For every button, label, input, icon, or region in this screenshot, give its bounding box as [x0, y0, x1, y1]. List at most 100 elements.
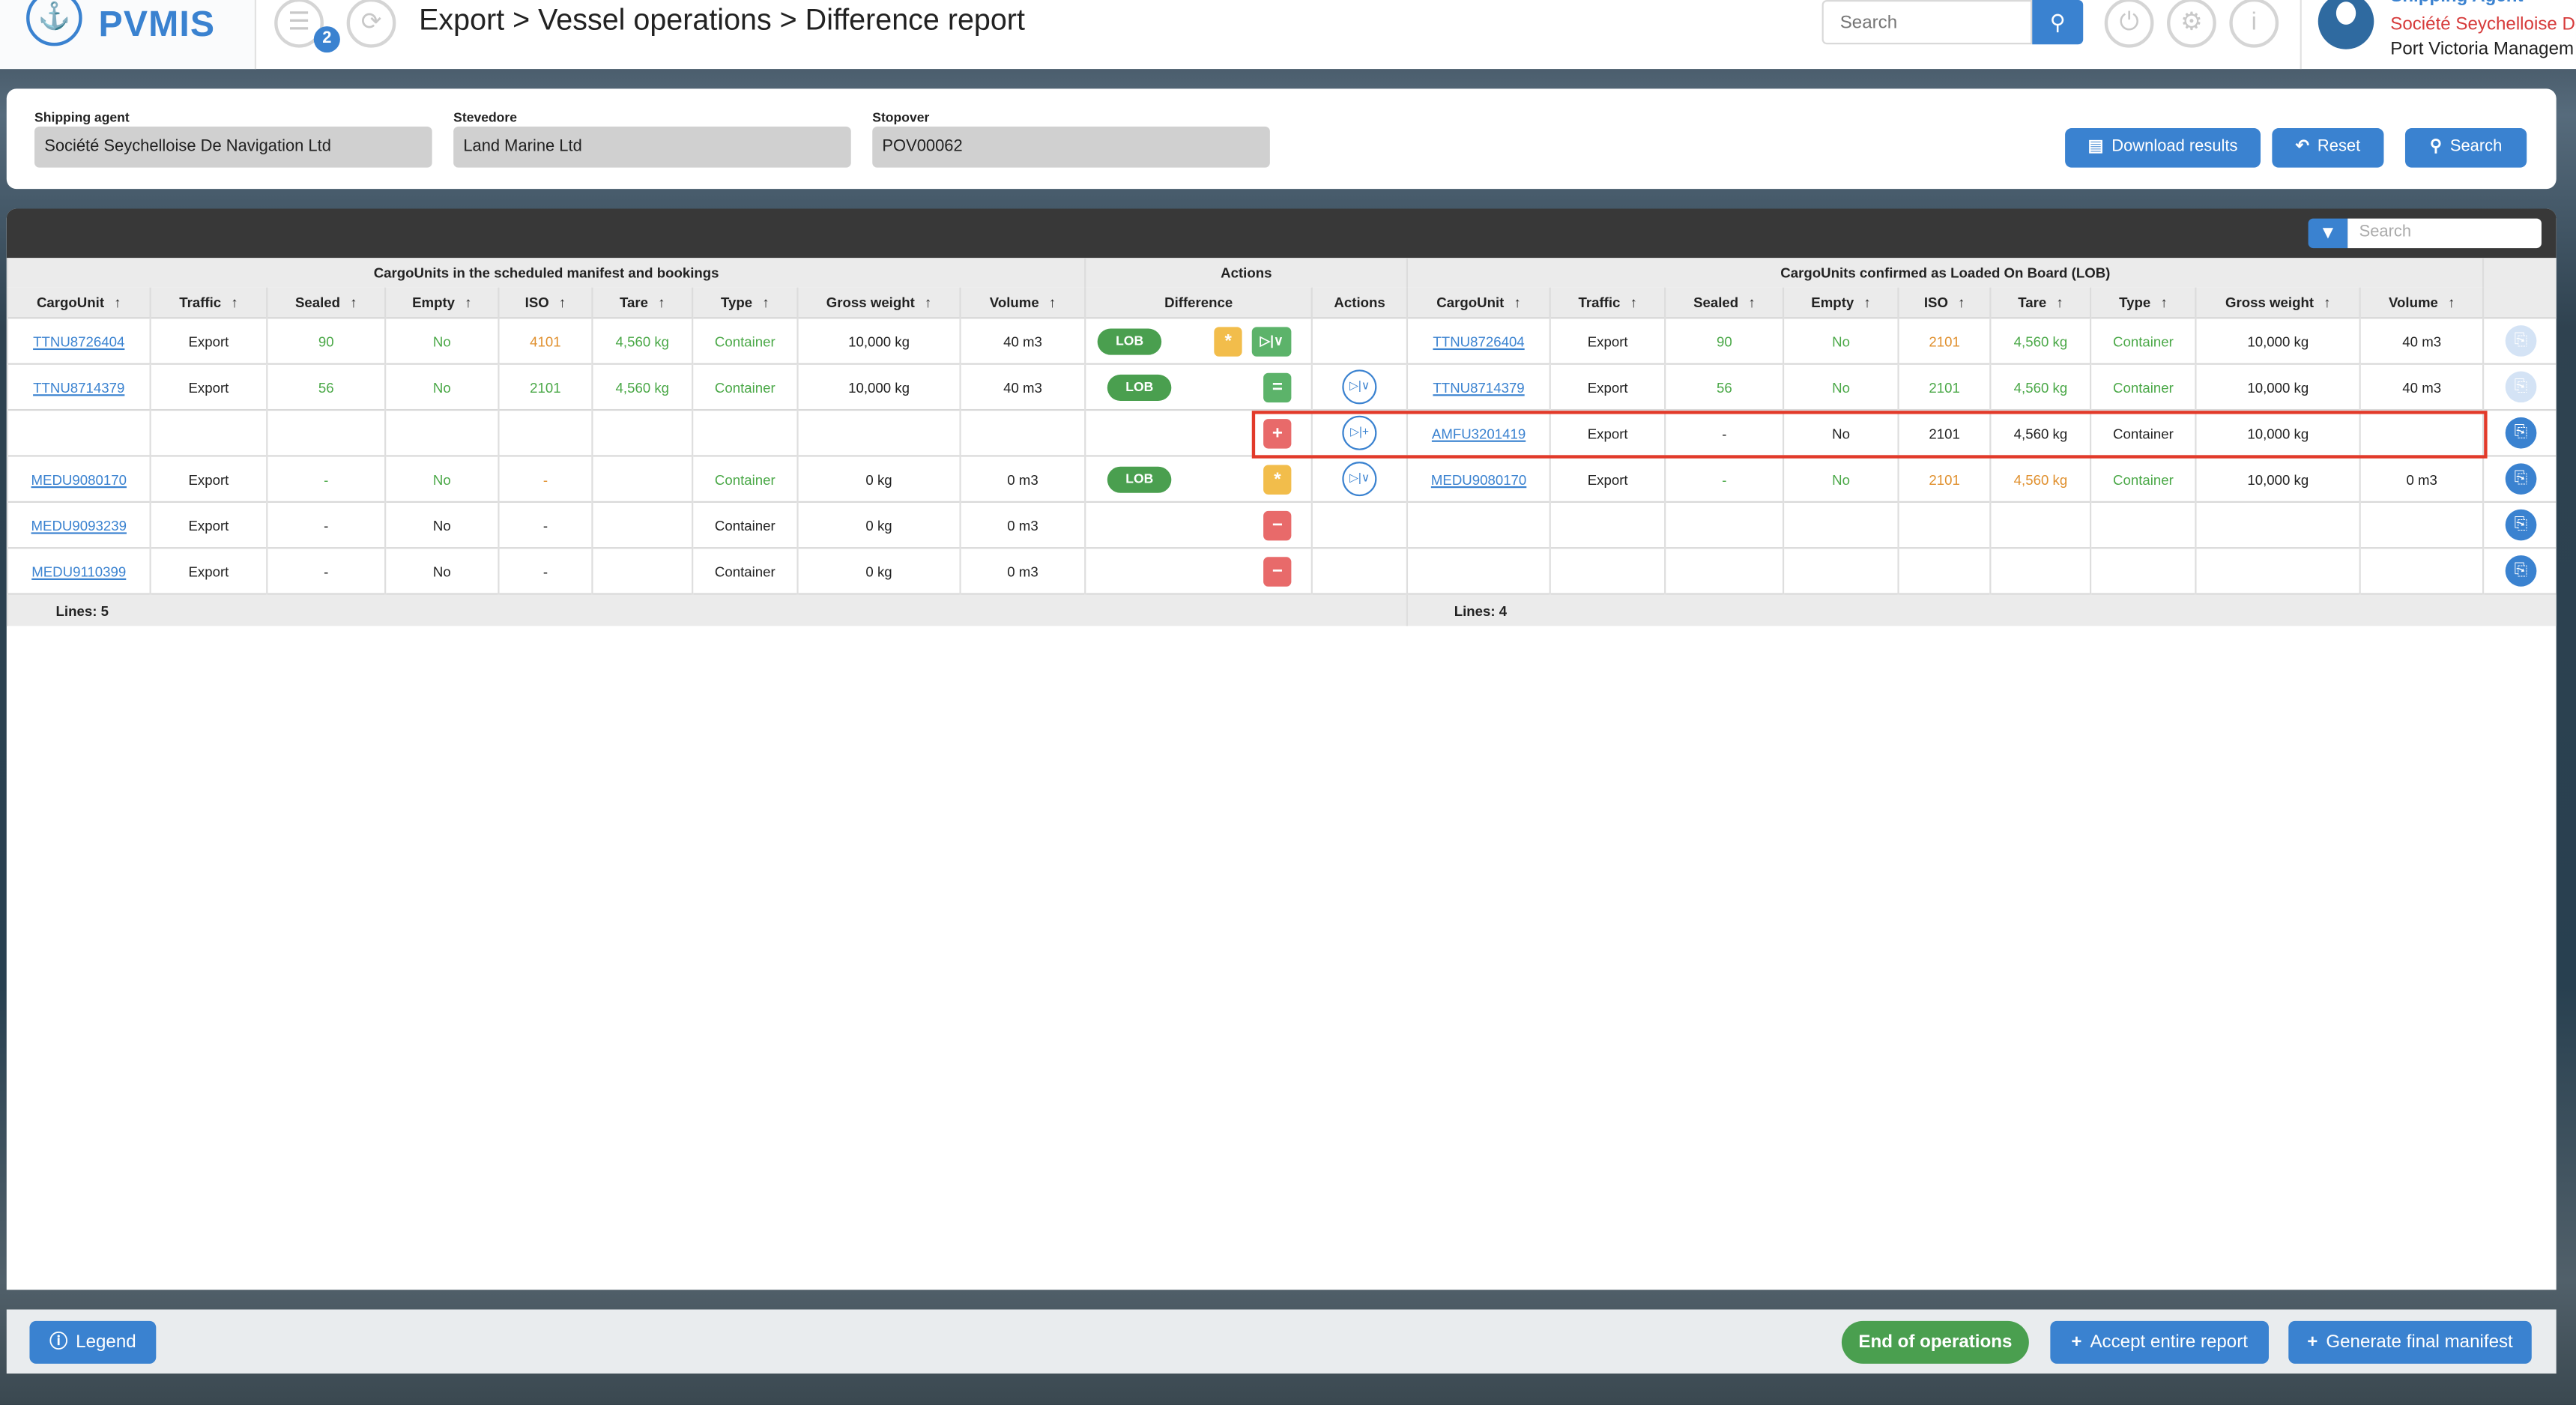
left-cell: No — [384, 317, 499, 364]
cargo-unit-link[interactable]: TTNU8726404 — [33, 333, 125, 349]
stopover-field[interactable]: POV00062 — [872, 126, 1270, 168]
legend-button[interactable]: ⓘ Legend — [29, 1320, 157, 1364]
compare-action-icon[interactable]: ▷|∨ — [1342, 462, 1377, 497]
lob-col-type[interactable]: Type ↑ — [2090, 287, 2196, 318]
manifest-col-tare[interactable]: Tare ↑ — [591, 287, 693, 318]
left-cell: 4,560 kg — [591, 317, 693, 364]
accept-entire-report-button[interactable]: + Accept entire report — [2050, 1320, 2269, 1364]
cell-value: 56 — [318, 378, 334, 396]
cargo-unit-link[interactable]: TTNU8714379 — [1433, 378, 1525, 396]
manifest-col-empty[interactable]: Empty ↑ — [384, 287, 499, 318]
sort-arrow-up-icon[interactable]: ↑ — [1630, 294, 1637, 311]
right-cell: 4,560 kg — [1989, 363, 2091, 411]
info-icon: ⓘ — [49, 1332, 68, 1353]
column-label: CargoUnit — [1436, 294, 1505, 311]
actions-column-header: Actions — [1310, 287, 1408, 318]
cargo-unit-link[interactable]: MEDU9110399 — [31, 562, 127, 579]
cargo-unit-link[interactable]: TTNU8726404 — [1433, 333, 1525, 349]
sort-arrow-up-icon[interactable]: ↑ — [924, 294, 932, 311]
sort-arrow-up-icon[interactable]: ↑ — [231, 294, 238, 311]
sort-arrow-up-icon[interactable]: ↑ — [465, 294, 472, 311]
table-search-input[interactable]: Search — [2347, 218, 2542, 249]
plus-icon[interactable]: + — [1263, 418, 1292, 448]
cargo-unit-link[interactable]: TTNU8714379 — [33, 378, 125, 396]
sort-arrow-up-icon[interactable]: ↑ — [114, 294, 121, 311]
compare-action-icon[interactable]: ▷|+ — [1342, 415, 1377, 450]
manifest-col-volume[interactable]: Volume ↑ — [959, 287, 1086, 318]
sort-arrow-up-icon[interactable]: ↑ — [350, 294, 357, 311]
sort-arrow-up-icon[interactable]: ↑ — [1514, 294, 1521, 311]
sort-arrow-up-icon[interactable]: ↑ — [2160, 294, 2168, 311]
lob-col-tare[interactable]: Tare ↑ — [1989, 287, 2091, 318]
cargo-unit-link[interactable]: MEDU9093239 — [31, 516, 127, 534]
sort-arrow-up-icon[interactable]: ↑ — [762, 294, 770, 311]
end-of-operations-button[interactable]: End of operations — [1841, 1320, 2029, 1364]
manifest-col-sealed[interactable]: Sealed ↑ — [266, 287, 386, 318]
search-button[interactable]: ⚲ Search — [2404, 128, 2527, 168]
sort-arrow-up-icon[interactable]: ↑ — [2448, 294, 2455, 311]
minus-icon[interactable]: − — [1263, 510, 1292, 540]
sort-arrow-up-icon[interactable]: ↑ — [2323, 294, 2331, 311]
minus-icon[interactable]: − — [1263, 556, 1292, 586]
column-label: Tare — [2018, 294, 2047, 311]
cell-value: 4,560 kg — [2013, 424, 2068, 441]
stevedore-field[interactable]: Land Marine Ltd — [453, 126, 851, 168]
gear-icon[interactable]: ⚙ — [2167, 0, 2216, 48]
cell-value: - — [542, 562, 548, 579]
shipping-agent-field[interactable]: Société Seychelloise De Navigation Ltd — [34, 126, 432, 168]
filter-icon[interactable]: ▼ — [2308, 218, 2348, 249]
add-to-manifest-icon[interactable]: ⎘ — [2505, 463, 2537, 495]
add-to-manifest-icon[interactable]: ⎘ — [2505, 509, 2537, 541]
refresh-icon[interactable]: ⟳ — [346, 0, 396, 48]
avatar[interactable] — [2318, 0, 2374, 49]
right-cell — [1406, 547, 1550, 594]
search-icon[interactable]: ⚲ — [2032, 0, 2084, 45]
lob-col-cargounit[interactable]: CargoUnit ↑ — [1406, 287, 1550, 318]
cell-value: No — [432, 516, 451, 534]
cell-value: Container — [714, 333, 775, 349]
cargo-unit-link[interactable]: MEDU9080170 — [31, 471, 127, 488]
lob-col-volume[interactable]: Volume ↑ — [2359, 287, 2484, 318]
lob-badge: LOB — [1097, 327, 1162, 354]
manifest-col-type[interactable]: Type ↑ — [692, 287, 798, 318]
sort-arrow-up-icon[interactable]: ↑ — [558, 294, 566, 311]
cargo-unit-link[interactable]: MEDU9080170 — [1430, 471, 1527, 488]
document-icon[interactable]: ☰ — [274, 0, 324, 48]
lob-col-gross-weight[interactable]: Gross weight ↑ — [2195, 287, 2360, 318]
manifest-col-cargounit[interactable]: CargoUnit ↑ — [6, 287, 151, 318]
add-to-manifest-icon[interactable]: ⎘ — [2505, 555, 2537, 587]
compare-action-icon[interactable]: ▷|∨ — [1342, 369, 1377, 405]
cargo-unit-link[interactable]: AMFU3201419 — [1431, 424, 1526, 441]
manifest-col-iso[interactable]: ISO ↑ — [498, 287, 593, 318]
generate-final-manifest-button[interactable]: + Generate final manifest — [2288, 1320, 2532, 1364]
sort-arrow-up-icon[interactable]: ↑ — [658, 294, 665, 311]
lob-col-sealed[interactable]: Sealed ↑ — [1664, 287, 1784, 318]
download-results-button[interactable]: ▤ Download results — [2065, 128, 2261, 168]
power-icon[interactable]: ⏻ — [2104, 0, 2154, 48]
lob-col-empty[interactable]: Empty ↑ — [1783, 287, 1899, 318]
manifest-col-gross-weight[interactable]: Gross weight ↑ — [796, 287, 961, 318]
sort-arrow-up-icon[interactable]: ↑ — [1863, 294, 1871, 311]
global-search-input[interactable] — [1821, 0, 2033, 45]
reset-button[interactable]: ↶ Reset — [2272, 128, 2384, 168]
modified-star-icon[interactable]: * — [1214, 326, 1242, 356]
cell-value: Export — [188, 562, 229, 579]
lob-col-iso[interactable]: ISO ↑ — [1897, 287, 1991, 318]
equal-icon[interactable]: = — [1263, 372, 1292, 402]
lob-col-traffic[interactable]: Traffic ↑ — [1549, 287, 1666, 318]
left-cell: Export — [149, 547, 267, 594]
sort-arrow-up-icon[interactable]: ↑ — [1958, 294, 1965, 311]
add-to-manifest-icon[interactable]: ⎘ — [2505, 417, 2537, 449]
left-cell: 90 — [266, 317, 386, 364]
sort-arrow-up-icon[interactable]: ↑ — [1048, 294, 1056, 311]
info-icon[interactable]: i — [2229, 0, 2279, 48]
compare-icon[interactable]: ▷|∨ — [1251, 326, 1292, 356]
lob-badge: LOB — [1107, 373, 1172, 400]
actions-cell — [1310, 501, 1408, 549]
modified-star-icon[interactable]: * — [1263, 464, 1292, 494]
manifest-col-traffic[interactable]: Traffic ↑ — [149, 287, 267, 318]
sort-arrow-up-icon[interactable]: ↑ — [1748, 294, 1756, 311]
sort-arrow-up-icon[interactable]: ↑ — [2056, 294, 2063, 311]
right-cell: Export — [1549, 455, 1666, 502]
cell-value: 10,000 kg — [2247, 333, 2309, 349]
